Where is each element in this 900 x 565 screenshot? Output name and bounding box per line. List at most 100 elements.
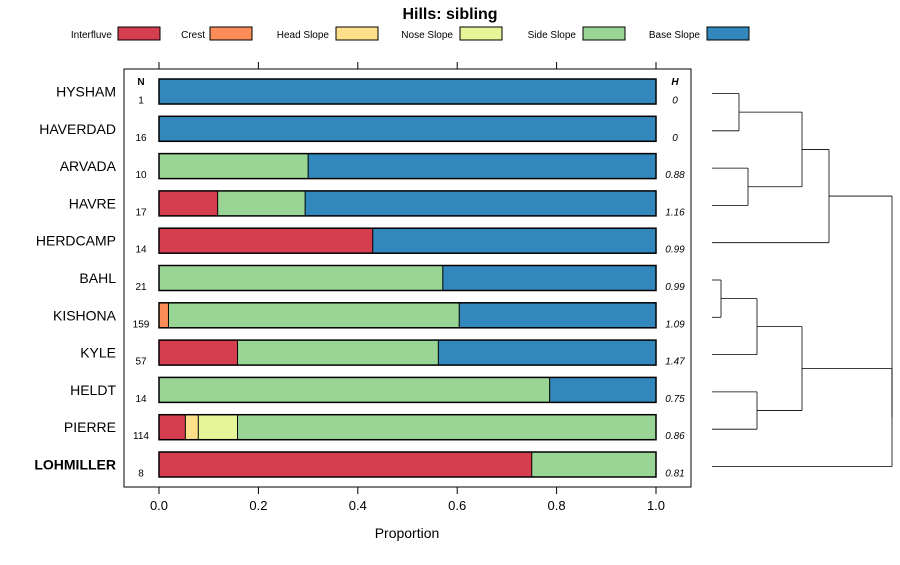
- bar-segment: [237, 414, 656, 440]
- row-label: ARVADA: [60, 158, 117, 174]
- bar-outline: [158, 413, 657, 441]
- row-h-value: 1.09: [665, 319, 685, 330]
- row-n-value: 8: [138, 469, 144, 480]
- bar-segment: [459, 302, 656, 328]
- dendrogram: [712, 93, 893, 467]
- bar-outline: [158, 264, 657, 292]
- row-h-value: 0.99: [665, 245, 685, 256]
- bar-outline: [158, 78, 657, 105]
- row-h-value: 1.47: [665, 357, 685, 368]
- row-label: HELDT: [70, 382, 116, 398]
- x-tick-label: 0.0: [150, 498, 168, 513]
- row-n-value: 114: [133, 431, 149, 442]
- row-h-value: 0.86: [665, 431, 685, 442]
- row-label: HYSHAM: [56, 84, 116, 100]
- row-n-value: 57: [135, 357, 147, 368]
- bar-outline: [158, 339, 657, 366]
- row-n-value: 21: [135, 282, 147, 293]
- bar-segment: [159, 79, 656, 104]
- bar-row: KISHONA 159 1.09: [53, 302, 685, 330]
- row-label: KISHONA: [53, 307, 117, 323]
- row-h-value: 0.88: [665, 170, 685, 181]
- bar-outline: [158, 227, 657, 254]
- bar-segment: [159, 340, 238, 366]
- bar-segment: [159, 228, 373, 254]
- bar-row: HELDT 14 0.75: [70, 376, 685, 405]
- h-column-header: H: [671, 77, 679, 88]
- bar-row: PIERRE 114 0.86: [64, 413, 685, 442]
- bar-segment: [159, 190, 218, 216]
- row-n-value: 14: [135, 394, 147, 405]
- row-h-value: 0.99: [665, 282, 685, 293]
- bar-outline: [158, 190, 657, 217]
- row-label: HAVRE: [69, 195, 116, 211]
- bar-segment: [198, 414, 238, 440]
- bar-segment: [159, 302, 169, 328]
- row-label: HAVERDAD: [39, 121, 116, 137]
- bar-segment: [549, 377, 656, 403]
- bar-segment: [308, 153, 656, 179]
- legend-label: Head Slope: [277, 30, 330, 41]
- row-h-value: 0.75: [665, 394, 685, 405]
- plot-panel: [123, 68, 692, 488]
- bar-row: HYSHAM 1 0: [56, 78, 678, 107]
- bar-row: HAVERDAD 16 0: [39, 115, 678, 144]
- row-n-value: 14: [135, 245, 147, 256]
- bar-segment: [159, 116, 656, 142]
- row-n-value: 17: [135, 207, 147, 218]
- bar-outline: [158, 376, 657, 404]
- bar-segment: [372, 228, 656, 254]
- bar-segment: [159, 265, 443, 291]
- bar-segment: [185, 414, 199, 440]
- n-column-header: N: [137, 77, 144, 88]
- x-tick-label: 1.0: [647, 498, 665, 513]
- legend-swatch: [459, 26, 503, 41]
- row-label: KYLE: [80, 345, 116, 361]
- x-tick-label: 0.4: [349, 498, 367, 513]
- bar-row: BAHL 21 0.99: [79, 264, 685, 293]
- row-n-value: 1: [138, 96, 144, 107]
- row-n-value: 10: [135, 170, 147, 181]
- x-tick-label: 0.6: [448, 498, 466, 513]
- bar-row: HERDCAMP 14 0.99: [36, 227, 685, 256]
- bar-segment: [442, 265, 656, 291]
- bar-segment: [217, 190, 306, 216]
- legend-label: Nose Slope: [401, 30, 453, 41]
- legend-label: Crest: [181, 30, 205, 41]
- row-n-value: 16: [135, 133, 147, 144]
- legend-label: Interfluve: [71, 30, 113, 41]
- row-h-value: 1.16: [665, 207, 685, 218]
- bar-row: LOHMILLER 8 0.81: [34, 451, 685, 480]
- legend-label: Side Slope: [528, 30, 577, 41]
- bar-outline: [158, 152, 657, 180]
- legend-swatch: [706, 26, 750, 41]
- bar-segment: [159, 153, 309, 179]
- row-h-value: 0.81: [665, 469, 684, 480]
- legend-swatch: [209, 26, 253, 41]
- bar-segment: [159, 377, 550, 403]
- row-h-value: 0: [672, 96, 678, 107]
- bar-segment: [438, 340, 656, 366]
- legend: Interfluve Crest Head Slope Nose Slope Side …: [71, 26, 750, 41]
- legend-swatch: [335, 26, 379, 41]
- row-label: HERDCAMP: [36, 233, 116, 249]
- bar-segment: [168, 302, 460, 328]
- x-tick-label: 0.2: [249, 498, 267, 513]
- bar-outline: [158, 302, 657, 329]
- top-axis-ticks: [158, 62, 657, 69]
- row-n-value: 159: [133, 319, 150, 330]
- x-axis: 0.0 0.2 0.4 0.6 0.8 1.0: [150, 487, 665, 513]
- bar-outline: [158, 115, 657, 143]
- bar-outline: [158, 451, 657, 478]
- bar-segment: [159, 452, 532, 477]
- bar-row: HAVRE 17 1.16: [69, 190, 685, 218]
- chart-title: Hills: sibling: [402, 6, 497, 23]
- bar-row: KYLE 57 1.47: [80, 339, 685, 368]
- row-label: LOHMILLER: [34, 457, 116, 473]
- row-h-value: 0: [672, 133, 678, 144]
- bar-segment: [531, 452, 656, 477]
- bar-row: ARVADA 10 0.88: [60, 152, 685, 181]
- legend-label: Base Slope: [649, 30, 701, 41]
